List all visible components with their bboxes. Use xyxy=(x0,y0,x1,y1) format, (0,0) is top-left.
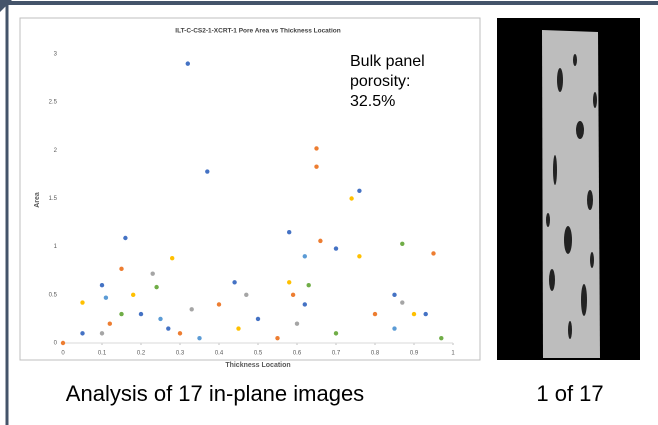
point xyxy=(99,283,105,288)
point xyxy=(318,238,323,244)
point xyxy=(150,271,155,276)
annotation: Bulk panel porosity: 32.5% xyxy=(350,53,425,110)
point xyxy=(372,311,378,317)
point xyxy=(185,61,190,66)
point xyxy=(232,280,237,285)
point xyxy=(357,188,362,193)
point xyxy=(302,254,307,259)
point xyxy=(349,196,354,201)
point xyxy=(119,266,124,272)
point xyxy=(60,340,66,346)
point xyxy=(158,316,163,322)
point xyxy=(392,326,397,331)
x-axis-label: Thickness Location xyxy=(225,362,290,369)
x-tick-label: 1 xyxy=(451,351,455,357)
point xyxy=(314,146,319,151)
point xyxy=(107,321,113,326)
point xyxy=(294,321,300,326)
point xyxy=(205,169,210,174)
x-tick-label: 0.5 xyxy=(254,351,263,357)
point xyxy=(275,335,280,341)
pores xyxy=(546,54,597,339)
point xyxy=(411,311,417,317)
x-tick-label: 0.8 xyxy=(371,351,380,357)
point xyxy=(287,230,292,235)
x-tick-label: 0.7 xyxy=(332,351,341,357)
point xyxy=(287,280,292,285)
y-tick-label: 0 xyxy=(54,341,58,347)
point xyxy=(423,311,428,317)
point xyxy=(357,254,362,259)
point xyxy=(439,335,444,341)
y-tick-label: 1.5 xyxy=(49,196,58,202)
point xyxy=(123,235,128,241)
point xyxy=(333,331,339,336)
point xyxy=(131,292,136,298)
caption-left: Analysis of 17 in-plane images xyxy=(65,381,365,406)
x-tick-label: 0.6 xyxy=(293,351,302,357)
point xyxy=(99,331,105,336)
point xyxy=(154,284,159,290)
point xyxy=(431,251,436,256)
y-axis-label: Area xyxy=(34,192,41,208)
point xyxy=(216,302,222,307)
x-tick-label: 0 xyxy=(61,351,65,357)
specimen xyxy=(542,30,600,358)
point xyxy=(170,256,175,261)
chart-title: ILT-C-CS2-1-XCRT-1 Pore Area vs Thicknes… xyxy=(175,28,340,35)
y-tick-label: 2.5 xyxy=(49,100,58,106)
point xyxy=(400,300,405,305)
x-tick-label: 0.9 xyxy=(410,351,419,357)
point xyxy=(119,311,124,317)
point xyxy=(236,326,241,331)
point xyxy=(189,307,194,312)
x-tick-label: 0.4 xyxy=(215,351,224,357)
point xyxy=(302,302,307,307)
point xyxy=(103,295,109,300)
point xyxy=(290,292,296,298)
x-tick-label: 0.3 xyxy=(176,351,185,357)
x-tick-label: 0.1 xyxy=(98,351,107,357)
point xyxy=(392,292,397,298)
point xyxy=(80,300,85,305)
point xyxy=(314,164,319,169)
point xyxy=(197,335,202,341)
point xyxy=(400,241,405,246)
y-tick-label: 1 xyxy=(54,244,58,250)
frame-corner xyxy=(0,0,12,12)
point xyxy=(80,331,85,336)
point xyxy=(306,283,311,288)
point xyxy=(138,311,144,317)
point xyxy=(255,316,261,322)
y-tick-label: 3 xyxy=(54,52,58,58)
y-tick-label: 0.5 xyxy=(49,292,58,298)
y-tick-label: 2 xyxy=(54,148,58,154)
point xyxy=(166,326,171,331)
point xyxy=(244,292,249,298)
point xyxy=(333,246,339,251)
caption-right: 1 of 17 xyxy=(536,381,604,406)
point xyxy=(177,331,183,336)
x-tick-label: 0.2 xyxy=(137,351,146,357)
